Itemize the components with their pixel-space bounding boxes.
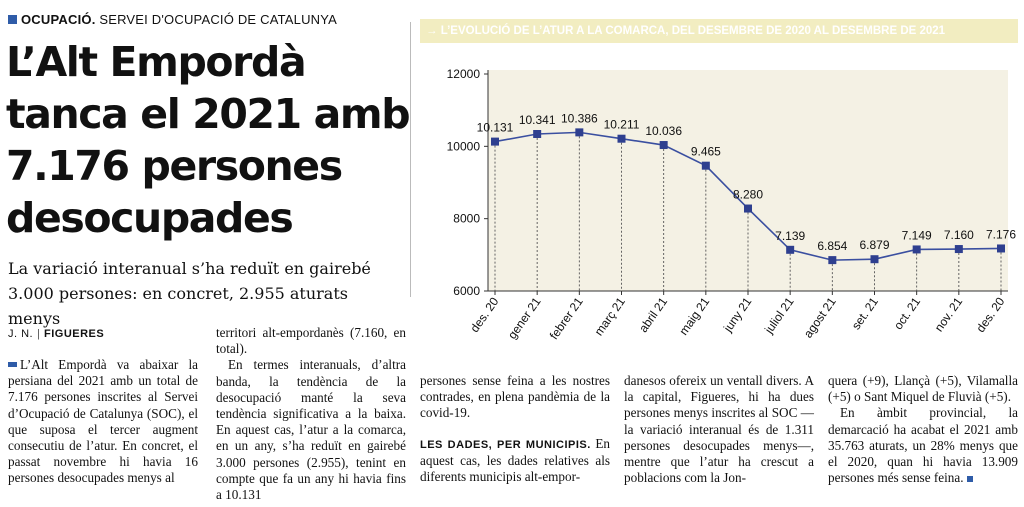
column-text: quera (+9), Llançà (+5), Vilamalla (+5) … — [828, 373, 1018, 405]
lead-square-icon — [8, 362, 17, 367]
article-column-5: quera (+9), Llançà (+5), Vilamalla (+5) … — [828, 373, 1018, 486]
y-tick-label: 6000 — [453, 284, 480, 298]
data-label: 8.280 — [733, 188, 763, 202]
data-label: 10.211 — [604, 118, 640, 132]
chart-title: → L’EVOLUCIÓ DE L’ATUR A LA COMARCA, DEL… — [426, 25, 946, 37]
data-label: 10.386 — [561, 111, 598, 125]
data-label: 10.131 — [477, 121, 514, 135]
y-tick-label: 8000 — [453, 212, 480, 226]
unemployment-line-chart: 6000 8000 10000 12000 10.131 10.341 10.386 10.2… — [447, 67, 1017, 342]
column-text: L’Alt Empordà va abaixar la persiana del… — [8, 357, 198, 486]
data-point — [491, 137, 499, 146]
x-tick-label: des. 20 — [467, 294, 501, 335]
article-column-1: L’Alt Empordà va abaixar la persiana del… — [8, 357, 198, 487]
section-subtitle: LES DADES, PER MUNICIPIS. — [420, 438, 591, 451]
article-column-2: territori alt-empordanès (7.160, en tota… — [216, 325, 406, 503]
column-text: En termes interanuals, d’altra banda, la… — [216, 357, 406, 503]
data-label: 7.176 — [986, 227, 1016, 241]
data-point — [954, 245, 963, 254]
section-tag: OCUPACIÓ. SERVEI D'OCUPACIÓ DE CATALUNYA — [8, 12, 337, 27]
column-text: En aquest cas, les dades relatives als d… — [420, 435, 611, 485]
x-tick-label: maig 21 — [676, 294, 712, 337]
x-tick-label: abril 21 — [636, 294, 670, 335]
byline-place: FIGUERES — [43, 328, 105, 340]
data-label: 10.341 — [519, 113, 556, 127]
y-tick-label: 12000 — [447, 67, 481, 81]
headline-line: 7.176 persones — [6, 142, 343, 190]
column-text: territori alt-empordanès (7.160, en tota… — [216, 325, 406, 357]
data-point — [912, 245, 921, 254]
x-tick-label: febrer 21 — [547, 294, 586, 342]
data-point — [617, 134, 626, 143]
article-column-4: danesos ofereix un ventall divers. A la … — [624, 373, 814, 486]
section-label: OCUPACIÓ. — [21, 12, 96, 27]
section-detail: SERVEI D'OCUPACIÓ DE CATALUNYA — [99, 12, 338, 27]
x-tick-label: agost 21 — [801, 294, 839, 340]
x-tick-label: març 21 — [592, 294, 629, 338]
x-tick-label: juny 21 — [720, 294, 754, 335]
data-point — [533, 130, 542, 139]
column-divider — [410, 22, 411, 297]
data-point — [870, 255, 879, 264]
x-tick-label: des. 20 — [973, 294, 1007, 335]
subheadline: La variació interanual s’ha reduït en ga… — [8, 259, 371, 328]
data-point — [997, 244, 1005, 253]
headline: L’Alt Empordà tanca el 2021 amb 7.176 pe… — [6, 36, 411, 244]
data-label: 7.139 — [775, 229, 805, 243]
x-tick-label: set. 21 — [849, 294, 881, 332]
data-label: 7.149 — [902, 228, 932, 242]
data-label: 6.854 — [817, 239, 847, 253]
chart-title-bar: → L’EVOLUCIÓ DE L’ATUR A LA COMARCA, DEL… — [420, 19, 1018, 43]
end-square-icon — [966, 476, 973, 483]
data-point — [786, 245, 795, 254]
section-square-icon — [8, 15, 17, 24]
data-point — [575, 128, 584, 137]
data-point — [744, 204, 752, 213]
data-point — [701, 161, 710, 170]
column-text: danesos ofereix un ventall divers. A la … — [624, 373, 814, 486]
data-label: 7.160 — [944, 228, 974, 242]
headline-line: tanca el 2021 amb — [6, 90, 411, 138]
x-tick-label: nov. 21 — [932, 294, 966, 334]
y-tick-label: 10000 — [447, 139, 481, 153]
data-label: 9.465 — [691, 145, 721, 159]
byline-author: J. N. — [8, 328, 34, 340]
column-text: persones sense feina a les nostres contr… — [420, 373, 610, 421]
headline-line: desocupades — [6, 194, 294, 242]
article-column-3: persones sense feina a les nostres contr… — [420, 373, 610, 485]
byline-separator: | — [37, 328, 40, 340]
x-tick-label: oct. 21 — [891, 294, 923, 332]
data-point — [828, 256, 837, 265]
data-label: 6.879 — [859, 238, 889, 252]
data-label: 10.036 — [645, 124, 682, 138]
headline-line: L’Alt Empordà — [6, 38, 307, 86]
column-text: En àmbit provincial, la demarcació ha ac… — [828, 405, 1018, 486]
byline: J. N. | FIGUERES — [8, 328, 104, 340]
data-point — [659, 141, 668, 150]
x-tick-label: juliol 21 — [761, 294, 797, 336]
x-tick-label: gener 21 — [505, 294, 544, 341]
